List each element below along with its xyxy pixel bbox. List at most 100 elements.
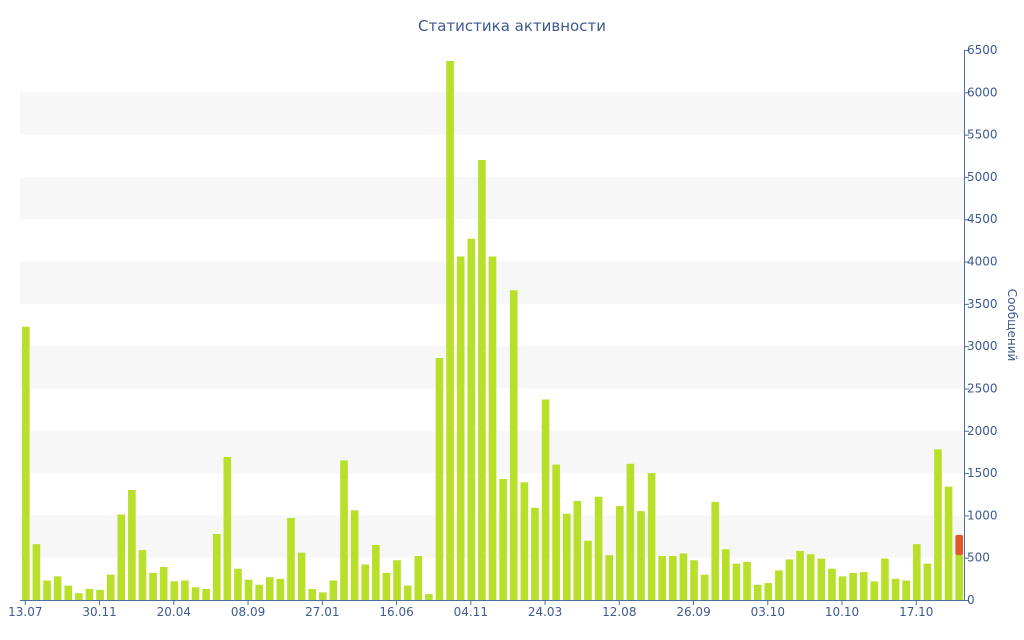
bar[interactable] bbox=[711, 501, 720, 600]
bar[interactable] bbox=[478, 160, 486, 600]
bar[interactable] bbox=[223, 457, 232, 600]
bar[interactable] bbox=[255, 584, 263, 600]
bar[interactable] bbox=[43, 580, 51, 600]
bar[interactable] bbox=[75, 593, 83, 600]
bar[interactable] bbox=[85, 589, 94, 600]
bar[interactable] bbox=[329, 580, 338, 600]
bar[interactable] bbox=[499, 479, 507, 600]
bar[interactable] bbox=[191, 587, 200, 600]
bar[interactable] bbox=[170, 581, 179, 600]
bar[interactable] bbox=[32, 544, 41, 600]
bar[interactable] bbox=[881, 558, 889, 600]
bar[interactable] bbox=[647, 473, 656, 600]
bar[interactable] bbox=[21, 326, 30, 600]
y-tick-label: 5500 bbox=[967, 128, 998, 142]
x-ticks: 13.07 30.11 20.04 08.09 27.01 16.06 04.11 24.03… bbox=[8, 600, 933, 619]
bar[interactable] bbox=[817, 558, 826, 600]
bar[interactable] bbox=[149, 572, 157, 600]
bar[interactable] bbox=[297, 552, 306, 600]
bar[interactable] bbox=[414, 556, 423, 600]
bar[interactable] bbox=[446, 61, 454, 600]
bar[interactable] bbox=[361, 564, 370, 600]
bar[interactable] bbox=[53, 576, 62, 600]
bar[interactable] bbox=[287, 517, 295, 600]
bar[interactable] bbox=[859, 572, 868, 600]
bar[interactable] bbox=[128, 490, 136, 600]
bar[interactable] bbox=[732, 563, 741, 600]
bar[interactable] bbox=[64, 585, 73, 600]
bar[interactable] bbox=[520, 482, 529, 600]
bar[interactable] bbox=[944, 486, 953, 600]
bar[interactable] bbox=[350, 510, 359, 600]
x-tick-label: 20.04 bbox=[157, 605, 191, 619]
bar[interactable] bbox=[955, 555, 964, 600]
bar[interactable] bbox=[138, 550, 147, 600]
bar[interactable] bbox=[541, 399, 550, 600]
bar[interactable] bbox=[658, 556, 667, 600]
bar[interactable] bbox=[393, 560, 401, 600]
bar[interactable] bbox=[605, 555, 613, 600]
bar[interactable] bbox=[796, 550, 804, 600]
bar[interactable] bbox=[838, 576, 847, 600]
x-tick-label: 10.10 bbox=[825, 605, 859, 619]
bar[interactable] bbox=[509, 290, 518, 600]
bar[interactable] bbox=[244, 579, 253, 600]
bar[interactable] bbox=[902, 580, 910, 600]
bar[interactable] bbox=[265, 577, 274, 600]
bar[interactable] bbox=[626, 463, 635, 600]
bar[interactable] bbox=[722, 549, 730, 600]
bar[interactable] bbox=[467, 238, 476, 600]
bar[interactable] bbox=[679, 553, 688, 600]
bar[interactable] bbox=[700, 574, 709, 600]
bar[interactable] bbox=[318, 592, 327, 600]
bar[interactable] bbox=[690, 560, 698, 600]
bar[interactable] bbox=[828, 568, 836, 600]
bar[interactable] bbox=[934, 449, 942, 600]
bar[interactable] bbox=[615, 506, 624, 600]
bar[interactable] bbox=[181, 580, 189, 600]
bar-highlight[interactable] bbox=[955, 534, 964, 556]
y-tick-label: 0 bbox=[967, 593, 975, 607]
y-tick-label: 4500 bbox=[967, 212, 998, 226]
bar[interactable] bbox=[276, 578, 285, 600]
y-tick-label: 2500 bbox=[967, 381, 998, 395]
bar[interactable] bbox=[669, 556, 677, 600]
bar[interactable] bbox=[785, 559, 794, 600]
chart-title: Статистика активности bbox=[418, 17, 606, 35]
bar[interactable] bbox=[753, 584, 762, 600]
y-tick-label: 1500 bbox=[967, 466, 998, 480]
bar[interactable] bbox=[594, 496, 603, 600]
bar[interactable] bbox=[584, 540, 592, 600]
bar[interactable] bbox=[849, 572, 857, 600]
bar[interactable] bbox=[637, 511, 645, 600]
bar[interactable] bbox=[117, 514, 126, 600]
bar[interactable] bbox=[806, 554, 815, 600]
bar[interactable] bbox=[764, 583, 773, 600]
bar[interactable] bbox=[234, 568, 242, 600]
bar[interactable] bbox=[159, 567, 168, 600]
bar[interactable] bbox=[96, 589, 104, 600]
bar[interactable] bbox=[372, 545, 380, 600]
bar[interactable] bbox=[743, 561, 751, 600]
bar[interactable] bbox=[923, 563, 932, 600]
bar[interactable] bbox=[308, 589, 317, 600]
bar[interactable] bbox=[531, 507, 539, 600]
bar[interactable] bbox=[912, 544, 921, 600]
bar[interactable] bbox=[212, 534, 221, 600]
x-tick-label: 27.01 bbox=[305, 605, 339, 619]
bar[interactable] bbox=[488, 256, 497, 600]
bar[interactable] bbox=[456, 256, 465, 600]
bar[interactable] bbox=[425, 594, 433, 600]
bar[interactable] bbox=[562, 513, 571, 600]
bar[interactable] bbox=[870, 581, 879, 600]
bar[interactable] bbox=[775, 570, 783, 600]
bar[interactable] bbox=[202, 589, 210, 600]
bar[interactable] bbox=[340, 460, 348, 600]
bar[interactable] bbox=[573, 501, 582, 600]
bar[interactable] bbox=[106, 574, 115, 600]
bar[interactable] bbox=[403, 585, 412, 600]
bar[interactable] bbox=[435, 358, 444, 600]
bar[interactable] bbox=[552, 464, 560, 600]
bar[interactable] bbox=[891, 578, 900, 600]
bar[interactable] bbox=[382, 572, 391, 600]
